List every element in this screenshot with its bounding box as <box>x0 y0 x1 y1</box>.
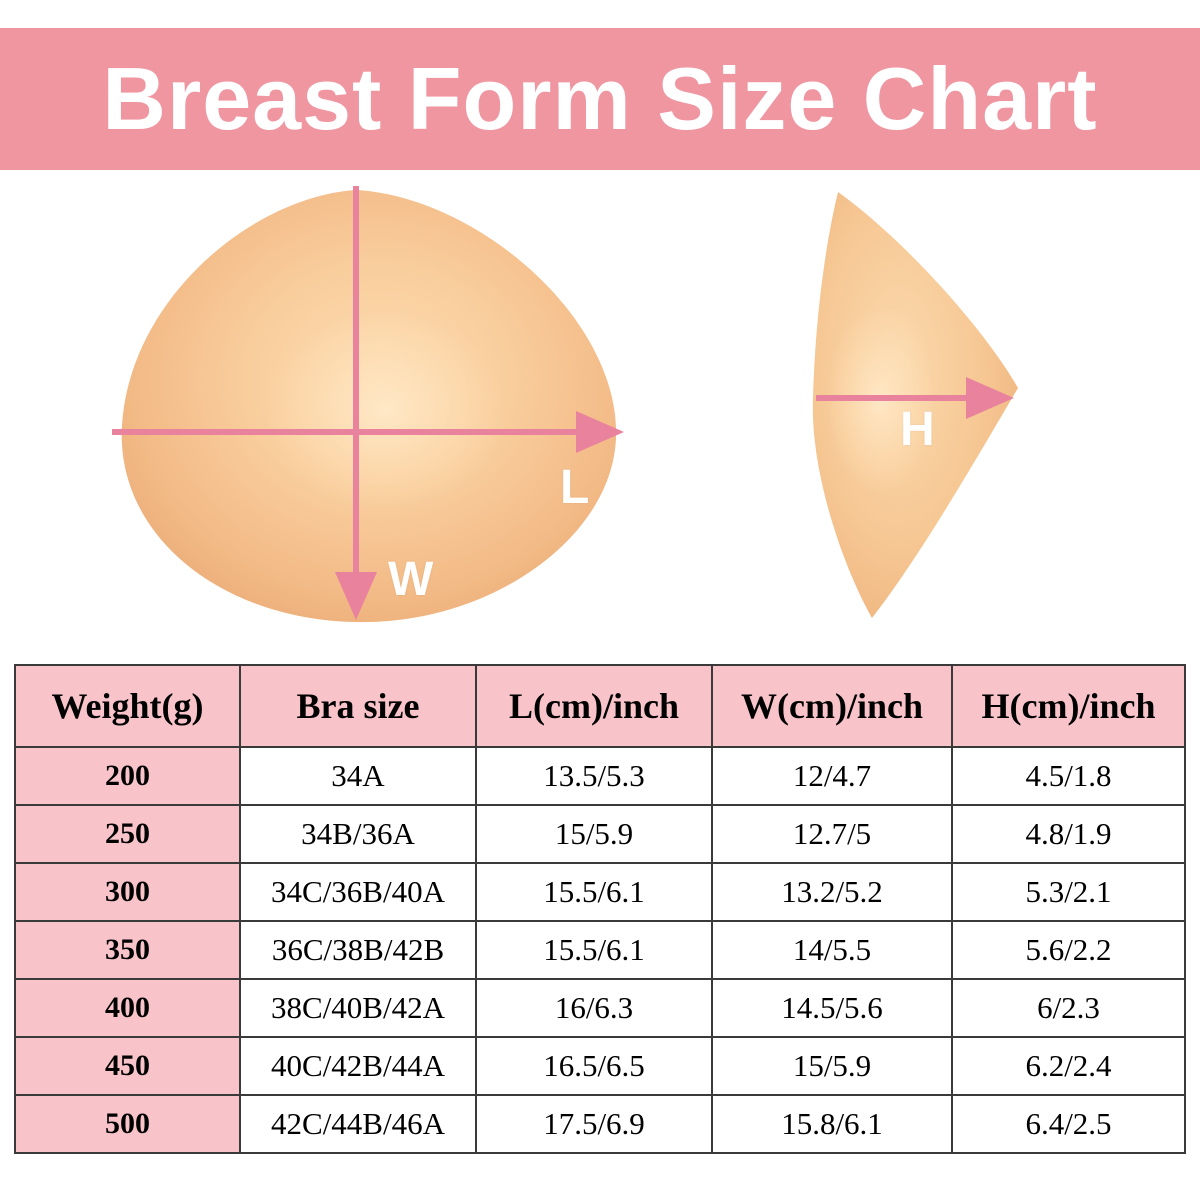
page-title: Breast Form Size Chart <box>102 49 1098 148</box>
cell-bra-size: 42C/44B/46A <box>239 1094 477 1154</box>
cell-height: 4.8/1.9 <box>951 804 1186 864</box>
cell-width: 13.2/5.2 <box>711 862 953 922</box>
cell-bra-size: 34A <box>239 746 477 806</box>
cell-length: 13.5/5.3 <box>475 746 713 806</box>
cell-width: 12/4.7 <box>711 746 953 806</box>
cell-bra-size: 36C/38B/42B <box>239 920 477 980</box>
cell-weight: 250 <box>14 804 241 864</box>
size-chart-table: Weight(g) Bra size L(cm)/inch W(cm)/inch… <box>14 664 1186 1154</box>
breast-form-illustration <box>112 186 1018 623</box>
title-banner: Breast Form Size Chart <box>0 28 1200 170</box>
table-row: 350 36C/38B/42B 15.5/6.1 14/5.5 5.6/2.2 <box>14 920 1186 980</box>
cell-weight: 500 <box>14 1094 241 1154</box>
front-view-form <box>121 190 617 623</box>
cell-bra-size: 38C/40B/42A <box>239 978 477 1038</box>
table-row: 300 34C/36B/40A 15.5/6.1 13.2/5.2 5.3/2.… <box>14 862 1186 922</box>
cell-height: 6.4/2.5 <box>951 1094 1186 1154</box>
width-label: W <box>388 553 434 606</box>
size-diagram: L W H <box>0 170 1200 650</box>
cell-height: 6.2/2.4 <box>951 1036 1186 1096</box>
cell-bra-size: 34B/36A <box>239 804 477 864</box>
column-header-length: L(cm)/inch <box>475 664 713 748</box>
column-header-weight: Weight(g) <box>14 664 241 748</box>
cell-length: 17.5/6.9 <box>475 1094 713 1154</box>
cell-width: 14/5.5 <box>711 920 953 980</box>
table-row: 450 40C/42B/44A 16.5/6.5 15/5.9 6.2/2.4 <box>14 1036 1186 1096</box>
table-row: 400 38C/40B/42A 16/6.3 14.5/5.6 6/2.3 <box>14 978 1186 1038</box>
column-header-bra-size: Bra size <box>239 664 477 748</box>
cell-weight: 300 <box>14 862 241 922</box>
cell-height: 5.6/2.2 <box>951 920 1186 980</box>
cell-weight: 350 <box>14 920 241 980</box>
cell-width: 12.7/5 <box>711 804 953 864</box>
table-row: 250 34B/36A 15/5.9 12.7/5 4.8/1.9 <box>14 804 1186 864</box>
cell-weight: 200 <box>14 746 241 806</box>
column-header-width: W(cm)/inch <box>711 664 953 748</box>
table-row: 200 34A 13.5/5.3 12/4.7 4.5/1.8 <box>14 746 1186 806</box>
cell-length: 15.5/6.1 <box>475 920 713 980</box>
cell-width: 15/5.9 <box>711 1036 953 1096</box>
height-label: H <box>900 403 935 456</box>
cell-height: 4.5/1.8 <box>951 746 1186 806</box>
column-header-height: H(cm)/inch <box>951 664 1186 748</box>
cell-bra-size: 40C/42B/44A <box>239 1036 477 1096</box>
cell-width: 14.5/5.6 <box>711 978 953 1038</box>
table-row: 500 42C/44B/46A 17.5/6.9 15.8/6.1 6.4/2.… <box>14 1094 1186 1154</box>
length-label: L <box>560 461 590 514</box>
cell-height: 5.3/2.1 <box>951 862 1186 922</box>
cell-bra-size: 34C/36B/40A <box>239 862 477 922</box>
cell-length: 16/6.3 <box>475 978 713 1038</box>
table-header-row: Weight(g) Bra size L(cm)/inch W(cm)/inch… <box>14 664 1186 748</box>
cell-length: 16.5/6.5 <box>475 1036 713 1096</box>
cell-weight: 400 <box>14 978 241 1038</box>
cell-length: 15.5/6.1 <box>475 862 713 922</box>
cell-width: 15.8/6.1 <box>711 1094 953 1154</box>
cell-height: 6/2.3 <box>951 978 1186 1038</box>
cell-weight: 450 <box>14 1036 241 1096</box>
cell-length: 15/5.9 <box>475 804 713 864</box>
